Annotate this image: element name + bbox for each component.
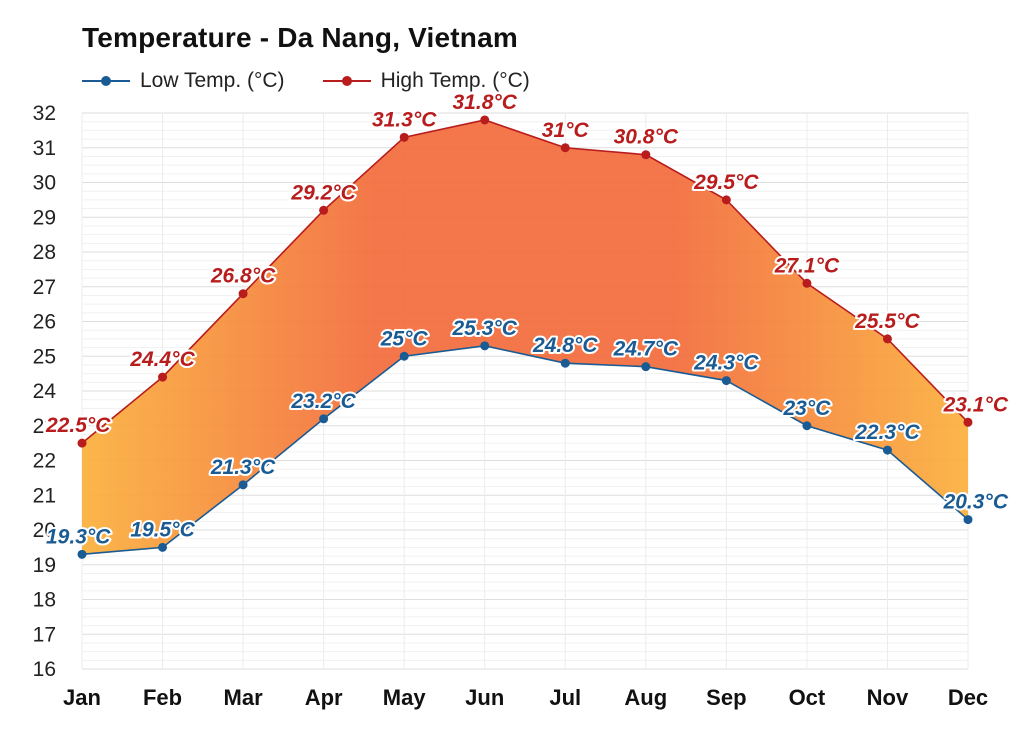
x-category-label: Jan	[63, 685, 101, 710]
low-temp-data-label: 25°C	[380, 327, 429, 350]
low-temp-data-label: 24.8°C	[532, 334, 598, 357]
low-temp-line	[81, 345, 969, 556]
high-temp-data-label: 29.2°C	[290, 181, 356, 204]
chart-title: Temperature - Da Nang, Vietnam	[82, 22, 518, 53]
x-axis-categories: Jan Feb Mar Apr May Jun Jul Aug Sep Oct Nov Dec	[63, 685, 988, 710]
y-tick-label: 18	[33, 589, 56, 612]
low-temp-data-label: 24.7°C	[613, 338, 679, 361]
high-temp-data-label: 31.3°C	[372, 108, 437, 131]
high-temp-point-feb[interactable]	[158, 372, 168, 382]
x-category-label: Nov	[867, 685, 909, 710]
x-category-label: Apr	[305, 685, 343, 710]
series-lines	[81, 119, 969, 556]
x-category-label: Jul	[549, 685, 581, 710]
high-temp-data-label: 26.8°C	[210, 265, 276, 288]
x-category-label: Aug	[624, 685, 667, 710]
legend-label-high: High Temp. (°C)	[380, 69, 530, 92]
high-temp-data-label: 29.5°C	[693, 171, 759, 194]
high-temp-point-jan[interactable]	[77, 438, 87, 448]
x-category-label: Sep	[706, 685, 746, 710]
low-temp-data-label: 25.3°C	[452, 317, 518, 340]
high-temp-data-label: 23.1°C	[943, 393, 1009, 416]
high-temp-data-label: 22.5°C	[45, 414, 111, 437]
high-temp-data-label: 27.1°C	[774, 254, 840, 277]
high-temp-point-jul[interactable]	[560, 143, 570, 153]
y-tick-label: 27	[33, 276, 56, 299]
legend-swatch-high	[322, 74, 371, 88]
y-tick-label: 29	[33, 206, 56, 229]
x-category-label: Feb	[143, 685, 182, 710]
low-temp-point-sep[interactable]	[721, 376, 731, 386]
legend: Low Temp. (°C) High Temp. (°C)	[82, 66, 568, 96]
high-temp-point-sep[interactable]	[721, 195, 731, 205]
x-category-label: Oct	[789, 685, 826, 710]
high-temp-point-oct[interactable]	[802, 278, 812, 288]
y-tick-label: 17	[33, 623, 56, 646]
y-tick-label: 31	[33, 137, 56, 160]
low-temp-data-label: 20.3°C	[943, 491, 1009, 514]
low-temp-data-label: 21.3°C	[210, 456, 276, 479]
x-category-label: Mar	[224, 685, 264, 710]
x-category-label: Jun	[465, 685, 504, 710]
high-temp-point-may[interactable]	[399, 132, 409, 142]
low-temp-data-label: 19.5°C	[130, 518, 195, 541]
high-temp-point-mar[interactable]	[238, 289, 248, 299]
y-tick-label: 20	[33, 519, 56, 542]
y-tick-label: 22	[33, 450, 56, 473]
high-temp-point-dec[interactable]	[963, 417, 973, 427]
high-temp-data-label: 24.4°C	[129, 348, 195, 371]
low-temp-point-dec[interactable]	[963, 515, 973, 525]
range-band-area	[82, 119, 968, 555]
low-temp-data-label: 23°C	[782, 397, 831, 420]
legend-item-high[interactable]: High Temp. (°C)	[322, 69, 530, 93]
low-temp-point-oct[interactable]	[802, 421, 812, 431]
y-tick-label: 16	[33, 658, 56, 681]
high-temp-line	[81, 119, 969, 444]
high-temp-data-label: 25.5°C	[854, 310, 920, 333]
high-temp-data-label: 31°C	[542, 119, 590, 142]
y-tick-label: 23	[33, 415, 56, 438]
low-temp-point-jun[interactable]	[480, 341, 490, 351]
legend-item-low[interactable]: Low Temp. (°C)	[82, 69, 285, 93]
low-temp-point-aug[interactable]	[641, 362, 651, 372]
legend-swatch-low	[82, 74, 130, 88]
legend-label-low: Low Temp. (°C)	[140, 69, 285, 92]
high-temp-data-label: 30.8°C	[614, 126, 679, 149]
low-temp-point-apr[interactable]	[319, 414, 329, 424]
y-tick-label: 32	[33, 102, 56, 125]
low-temp-data-label: 19.3°C	[46, 525, 111, 548]
x-category-label: May	[383, 685, 427, 710]
low-temp-data-label: 23.2°C	[290, 390, 356, 413]
y-tick-label: 25	[33, 345, 56, 368]
high-temp-data-label: 31.8°C	[453, 91, 518, 114]
y-tick-label: 26	[33, 311, 56, 334]
x-category-label: Dec	[948, 685, 988, 710]
low-temp-point-jan[interactable]	[77, 549, 87, 559]
temperature-range-band	[82, 119, 968, 555]
series-points	[77, 115, 973, 559]
high-temp-point-aug[interactable]	[641, 150, 651, 160]
low-temp-point-feb[interactable]	[158, 542, 168, 552]
low-temp-point-mar[interactable]	[238, 480, 248, 490]
y-tick-label: 30	[33, 172, 56, 195]
y-tick-label: 28	[33, 241, 56, 264]
high-temp-point-jun[interactable]	[480, 115, 490, 125]
low-temp-point-nov[interactable]	[882, 445, 892, 455]
data-labels: 19.3°C 19.5°C 21.3°C 23.2°C 25°C 25.3°C 24.8°C…	[43, 89, 1011, 550]
low-temp-data-label: 24.3°C	[693, 352, 759, 375]
low-temp-point-jul[interactable]	[560, 358, 570, 368]
y-tick-label: 19	[33, 554, 56, 577]
low-temp-point-may[interactable]	[399, 351, 409, 361]
y-tick-label: 24	[33, 380, 57, 403]
high-temp-point-apr[interactable]	[319, 205, 329, 215]
y-tick-label: 21	[33, 484, 56, 507]
y-axis-ticks: 16 17 18 19 20 21 22 23 24 25 26 27 28 29 30 31 32	[33, 102, 57, 681]
high-temp-point-nov[interactable]	[882, 334, 892, 344]
low-temp-data-label: 22.3°C	[854, 421, 920, 444]
